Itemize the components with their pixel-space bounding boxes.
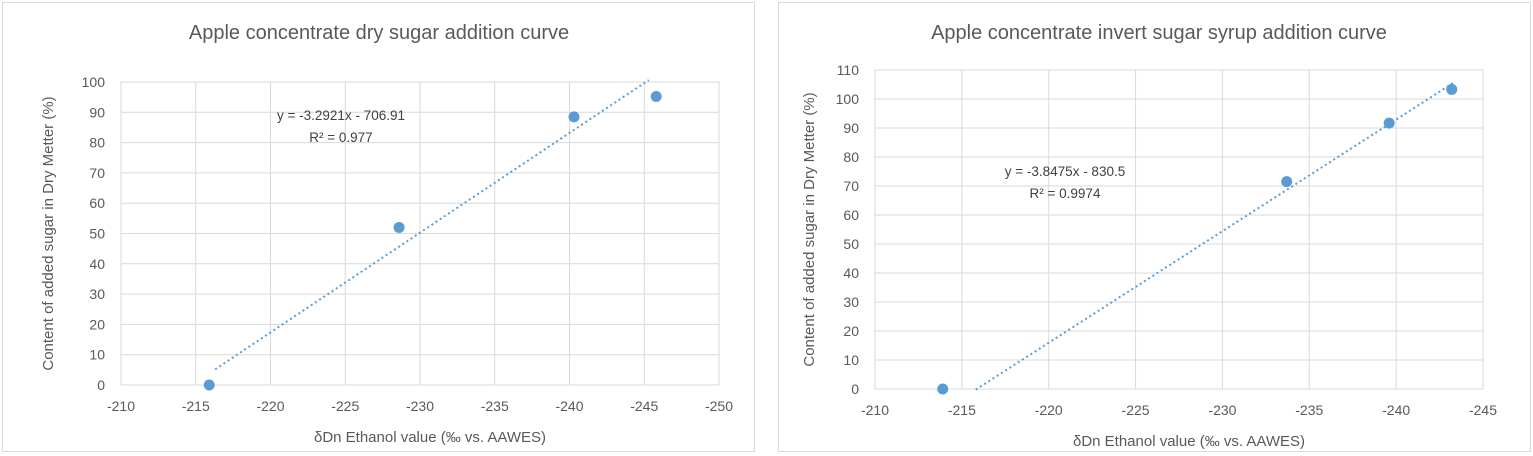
c2-x-tick-label: -225 [1122,402,1150,418]
c2-x-tick-label: -220 [1035,402,1063,418]
c2-y-tick-label: 110 [837,62,860,78]
c2-x-tick-label: -245 [1469,402,1497,418]
chart-panel-dry-sugar: Apple concentrate dry sugar addition cur… [2,2,755,452]
c2-y-tick-label: 80 [843,149,859,165]
c1-x-tick-label: -215 [182,398,210,414]
c1-x-tick-label: -225 [331,398,359,414]
c1-x-tick-label: -235 [481,398,509,414]
c2-y-tick-label: 70 [843,178,859,194]
c2-x-tick-label: -210 [861,402,889,418]
c1-y-tick-label: 0 [97,377,105,393]
c1-data-point-3 [568,111,580,123]
c1-y-axis-label: Content of added sugar in Dry Metter (%) [40,96,57,370]
c1-y-tick-label: 80 [89,135,105,151]
c1-data-point-4 [650,91,662,103]
c2-data-point-1 [937,383,949,395]
c2-y-tick-label: 20 [843,323,859,339]
c1-trendline [214,79,650,371]
c2-y-tick-label: 10 [843,352,859,368]
c1-data-point-1 [203,379,215,391]
c2-x-tick-label: -230 [1208,402,1236,418]
c2-y-tick-label: 60 [843,207,859,223]
c1-y-tick-label: 70 [89,165,105,181]
c1-chart-title: Apple concentrate dry sugar addition cur… [189,22,569,44]
c2-x-tick-label: -240 [1382,402,1410,418]
c2-y-tick-label: 100 [836,91,860,107]
chart-invert-sugar: Apple concentrate invert sugar syrup add… [801,22,1497,450]
c2-gridlines [874,69,1484,390]
c1-trendline-r2: R² = 0.977 [309,130,372,145]
c1-x-tick-label: -230 [406,398,434,414]
c1-y-tick-label: 90 [89,104,105,120]
c2-data-point-2 [1281,176,1293,188]
c2-trendline-r2: R² = 0.9974 [1030,186,1101,201]
c2-x-tick-label: -215 [948,402,976,418]
c2-data-point-3 [1383,117,1395,129]
c2-x-tick-label: -235 [1295,402,1323,418]
c2-chart-title: Apple concentrate invert sugar syrup add… [931,22,1387,44]
c2-x-axis-label: δDn Ethanol value (‰ vs. AAWES) [1073,433,1305,450]
c1-gridlines [120,81,720,386]
c2-y-tick-label: 30 [843,294,859,310]
c1-x-tick-label: -245 [630,398,658,414]
c1-y-tick-label: 100 [82,74,106,90]
c2-y-axis-label: Content of added sugar in Dry Metter (%) [801,92,818,366]
c1-x-tick-label: -210 [107,398,135,414]
c1-trendline-equation: y = -3.2921x - 706.91 [277,108,405,123]
c1-x-axis-label: δDn Ethanol value (‰ vs. AAWES) [314,429,546,446]
c1-y-tick-label: 60 [89,195,105,211]
chart-panel-invert-sugar: Apple concentrate invert sugar syrup add… [778,2,1531,452]
c2-y-tick-label: 50 [843,236,859,252]
c1-x-tick-label: -220 [256,398,284,414]
c1-x-tick-label: -250 [705,398,733,414]
c1-y-tick-label: 50 [89,226,105,242]
c2-trendline [975,81,1455,391]
c2-data-point-4 [1446,83,1458,95]
c1-data-point-2 [393,221,405,233]
c1-y-tick-label: 20 [89,316,105,332]
c1-x-tick-label: -240 [555,398,583,414]
chart-dry-sugar: Apple concentrate dry sugar addition cur… [40,22,733,446]
c1-y-tick-label: 30 [89,286,105,302]
c2-trendline-equation: y = -3.8475x - 830.5 [1005,164,1125,179]
c1-y-tick-label: 40 [89,256,105,272]
c2-y-tick-label: 90 [843,120,859,136]
c2-y-tick-label: 0 [851,381,859,397]
c1-y-tick-label: 10 [89,347,105,363]
c2-y-tick-label: 40 [843,265,859,281]
